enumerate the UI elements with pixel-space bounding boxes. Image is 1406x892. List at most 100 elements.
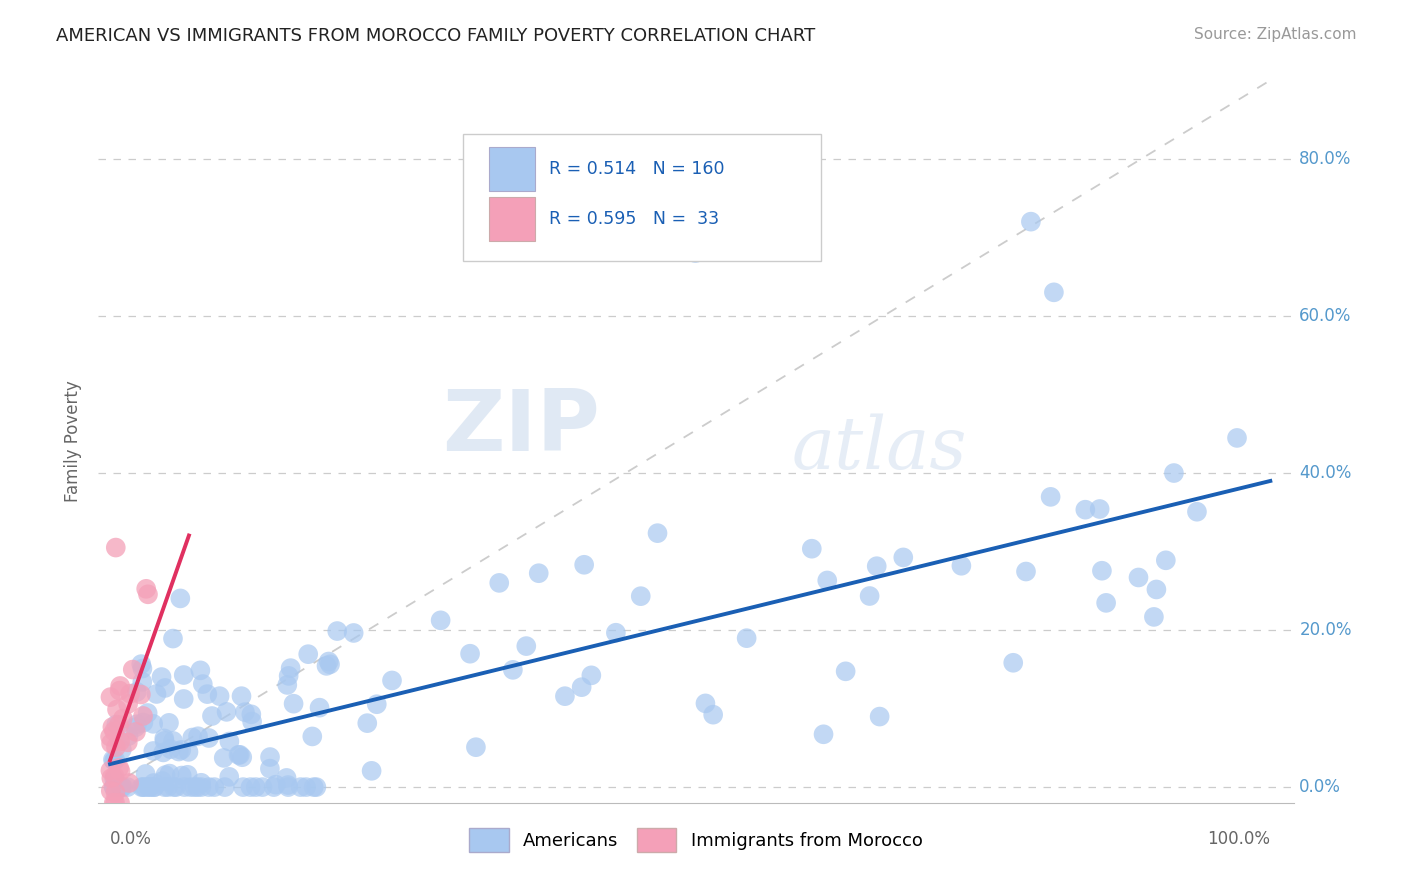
Point xyxy=(108,683,131,698)
Point xyxy=(866,559,889,574)
Point xyxy=(229,747,252,762)
Point xyxy=(259,750,281,764)
Point xyxy=(1043,285,1066,300)
Point xyxy=(110,764,132,779)
Point xyxy=(208,689,231,703)
Point xyxy=(1019,214,1042,228)
Point xyxy=(228,747,250,762)
Point xyxy=(170,768,193,782)
Text: 20.0%: 20.0% xyxy=(1299,621,1351,639)
Point xyxy=(429,613,451,627)
Point xyxy=(104,769,127,783)
Point xyxy=(125,720,148,734)
Text: 60.0%: 60.0% xyxy=(1299,307,1351,325)
Point xyxy=(1091,564,1114,578)
Point xyxy=(813,727,835,741)
Point xyxy=(571,680,593,694)
Point xyxy=(366,697,388,711)
Point xyxy=(280,661,302,675)
Point xyxy=(308,700,330,714)
Point xyxy=(276,771,298,785)
Point xyxy=(183,780,205,794)
Point xyxy=(180,780,202,794)
Point xyxy=(198,731,221,745)
Point xyxy=(131,780,153,794)
Point xyxy=(159,742,181,756)
Point xyxy=(100,784,122,798)
Point xyxy=(581,668,603,682)
Text: R = 0.595   N =  33: R = 0.595 N = 33 xyxy=(548,210,718,228)
Point xyxy=(381,673,404,688)
Text: atlas: atlas xyxy=(792,414,967,484)
Point xyxy=(245,780,267,794)
Point xyxy=(150,670,173,684)
Point xyxy=(173,668,195,682)
Point xyxy=(143,780,166,794)
Point xyxy=(100,764,122,778)
Point xyxy=(326,624,349,638)
Legend: Americans, Immigrants from Morocco: Americans, Immigrants from Morocco xyxy=(463,822,929,859)
Point xyxy=(145,687,167,701)
Point xyxy=(305,780,328,794)
Point xyxy=(104,740,127,755)
Point xyxy=(177,745,200,759)
Point xyxy=(129,688,152,702)
Point xyxy=(142,716,165,731)
Point xyxy=(231,750,253,764)
Point xyxy=(735,631,758,645)
Point xyxy=(103,780,125,794)
Point xyxy=(134,780,156,794)
Point xyxy=(170,743,193,757)
Point xyxy=(1185,505,1208,519)
Point xyxy=(173,780,195,794)
Point xyxy=(630,589,652,603)
Text: R = 0.514   N = 160: R = 0.514 N = 160 xyxy=(548,161,724,178)
Point xyxy=(156,780,179,794)
Point xyxy=(647,526,669,541)
Point xyxy=(800,541,823,556)
Point xyxy=(152,746,174,760)
Point xyxy=(108,679,131,693)
Point xyxy=(153,734,176,748)
Point xyxy=(104,541,127,555)
Point xyxy=(163,780,186,794)
Point xyxy=(131,674,153,689)
Point xyxy=(1039,490,1062,504)
Point xyxy=(105,717,128,731)
Point xyxy=(488,575,510,590)
Point xyxy=(464,740,486,755)
Point xyxy=(1144,582,1167,597)
Text: 100.0%: 100.0% xyxy=(1208,830,1270,848)
Point xyxy=(319,657,342,672)
Point xyxy=(157,715,180,730)
Point xyxy=(318,655,340,669)
Point xyxy=(195,687,218,701)
Point xyxy=(142,744,165,758)
Point xyxy=(1128,570,1150,584)
Point xyxy=(239,780,262,794)
Point xyxy=(121,663,143,677)
Point xyxy=(103,772,125,786)
Point xyxy=(167,745,190,759)
Point xyxy=(1154,553,1177,567)
Point xyxy=(132,709,155,723)
Point xyxy=(138,780,160,794)
Point xyxy=(125,717,148,731)
Text: AMERICAN VS IMMIGRANTS FROM MOROCCO FAMILY POVERTY CORRELATION CHART: AMERICAN VS IMMIGRANTS FROM MOROCCO FAMI… xyxy=(56,27,815,45)
Point xyxy=(118,776,141,790)
FancyBboxPatch shape xyxy=(489,147,534,191)
Point xyxy=(153,731,176,746)
Point xyxy=(277,669,299,683)
Point xyxy=(290,780,312,794)
Point xyxy=(502,663,524,677)
Point xyxy=(104,753,127,767)
Point xyxy=(276,678,298,692)
Point xyxy=(139,780,162,794)
Point xyxy=(240,714,263,729)
Point xyxy=(100,771,122,785)
FancyBboxPatch shape xyxy=(489,197,534,241)
Point xyxy=(173,692,195,706)
Point xyxy=(100,690,122,704)
Point xyxy=(869,709,891,723)
Point xyxy=(108,761,131,775)
